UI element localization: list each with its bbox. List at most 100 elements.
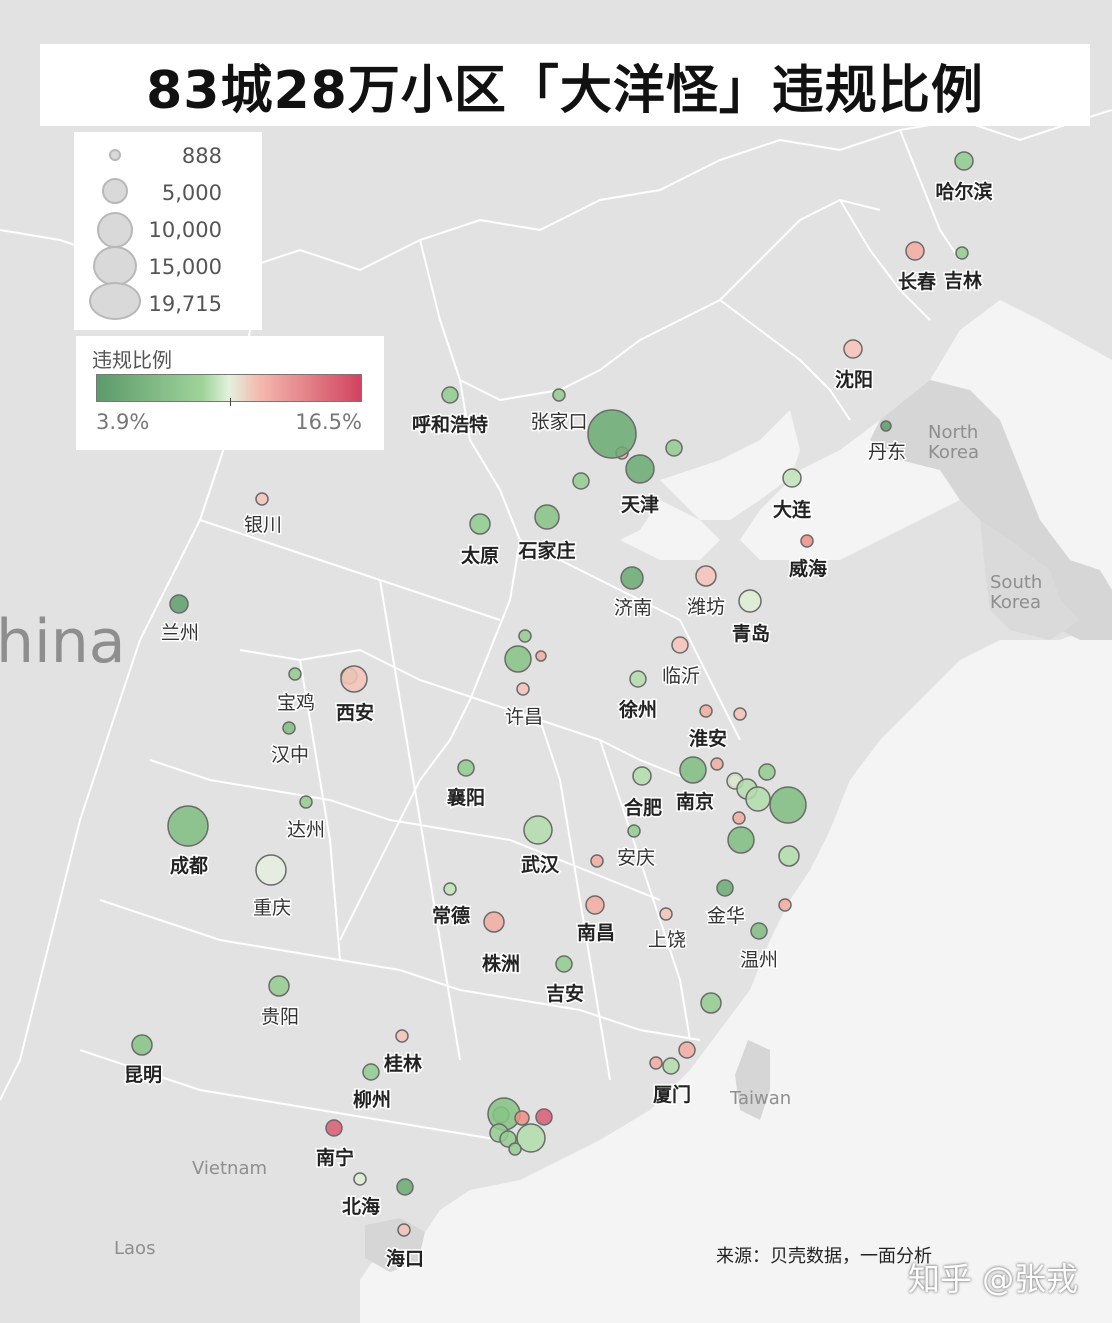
- city-label: 威海: [789, 557, 827, 580]
- title-banner: 83城28万小区「大洋怪」违规比例: [40, 44, 1090, 126]
- city-label: 成都: [170, 854, 208, 877]
- size-legend: 888 5,000 10,000 15,000 19,715: [74, 132, 262, 330]
- city-bubble-unlabeled: [514, 1110, 530, 1126]
- city-label: 南宁: [316, 1146, 354, 1169]
- size-legend-row: 5,000: [74, 173, 262, 210]
- city-bubble-unlabeled: [732, 811, 746, 825]
- city-label: 哈尔滨: [935, 180, 992, 203]
- city-label: 昆明: [124, 1064, 162, 1086]
- size-legend-circle: [102, 178, 128, 204]
- city-bubble-unlabeled: [758, 763, 776, 781]
- size-legend-row: 10,000: [74, 210, 262, 248]
- city-bubble-unlabeled: [769, 786, 807, 824]
- map-label-china: hina: [0, 607, 126, 677]
- city-bubble: [483, 911, 505, 933]
- size-legend-label: 5,000: [161, 181, 222, 205]
- city-bubble: [662, 1057, 680, 1075]
- map-label-north-korea-1: North: [928, 422, 978, 443]
- city-label: 丹东: [868, 441, 906, 463]
- size-legend-row: 15,000: [74, 246, 262, 286]
- city-bubble: [523, 815, 553, 845]
- city-bubble-unlabeled: [504, 645, 532, 673]
- city-bubble: [353, 1172, 367, 1186]
- city-bubble-unlabeled: [727, 826, 755, 854]
- city-label: 淮安: [689, 727, 727, 750]
- city-label: 太原: [461, 544, 499, 567]
- color-legend: 违规比例 3.9% 16.5%: [76, 336, 384, 450]
- city-label: 安庆: [617, 847, 655, 869]
- city-bubble: [620, 566, 644, 590]
- city-bubble-unlabeled: [649, 1056, 663, 1070]
- city-bubble: [905, 241, 925, 261]
- city-label: 长春: [898, 270, 936, 293]
- city-bubble: [880, 420, 892, 432]
- city-label: 贵阳: [261, 1006, 299, 1028]
- color-legend-max: 16.5%: [295, 410, 362, 434]
- map-label-laos: Laos: [114, 1238, 155, 1259]
- size-legend-row: 888: [74, 136, 262, 173]
- city-label: 呼和浩特: [412, 413, 488, 436]
- city-bubble: [800, 534, 814, 548]
- city-label: 温州: [740, 949, 778, 971]
- city-bubble-unlabeled: [516, 1123, 546, 1153]
- city-bubble: [627, 824, 641, 838]
- city-label: 重庆: [253, 897, 291, 919]
- city-bubble-unlabeled: [678, 1041, 696, 1059]
- city-bubble-unlabeled: [518, 629, 532, 643]
- map-label-south-korea-1: South: [990, 572, 1042, 593]
- city-bubble-unlabeled: [572, 472, 590, 490]
- size-legend-label: 888: [181, 144, 222, 168]
- city-bubble-unlabeled: [590, 854, 604, 868]
- map-label-taiwan: Taiwan: [729, 1088, 791, 1109]
- city-bubble: [632, 766, 652, 786]
- city-bubble: [255, 854, 287, 886]
- city-bubble-unlabeled: [733, 707, 747, 721]
- city-bubble: [671, 636, 689, 654]
- city-bubble: [738, 589, 762, 613]
- color-legend-gradient: [96, 374, 362, 402]
- city-label: 沈阳: [835, 368, 873, 391]
- size-legend-circle: [93, 246, 137, 286]
- size-legend-circle: [109, 149, 121, 161]
- color-legend-min: 3.9%: [96, 410, 150, 434]
- city-bubble: [325, 1119, 343, 1137]
- city-label: 天津: [621, 493, 659, 516]
- city-bubble: [843, 339, 863, 359]
- city-bubble-unlabeled: [535, 650, 547, 662]
- city-label: 青岛: [732, 622, 770, 645]
- city-label: 厦门: [653, 1083, 691, 1106]
- city-bubble-unlabeled: [710, 757, 724, 771]
- city-label: 许昌: [505, 706, 543, 728]
- city-label: 达州: [287, 819, 325, 841]
- city-bubble: [552, 388, 566, 402]
- city-label: 徐州: [618, 698, 657, 721]
- color-legend-tick: [230, 398, 231, 406]
- city-label: 吉安: [546, 982, 584, 1005]
- size-legend-label: 10,000: [148, 218, 222, 242]
- map-region-labels: hina North Korea South Korea Taiwan Viet…: [0, 422, 1042, 1259]
- city-bubble: [282, 721, 296, 735]
- city-label: 常德: [432, 904, 470, 927]
- city-label: 张家口: [530, 411, 587, 433]
- city-bubble: [362, 1063, 380, 1081]
- city-bubble: [167, 805, 209, 847]
- city-bubble: [625, 454, 655, 484]
- size-legend-circle: [97, 212, 133, 248]
- watermark: 知乎 @张戎: [908, 1260, 1079, 1298]
- city-label: 西安: [336, 701, 374, 724]
- city-bubble: [534, 504, 560, 530]
- city-label: 石家庄: [517, 539, 575, 562]
- city-bubble: [629, 670, 647, 688]
- city-bubble: [443, 882, 457, 896]
- city-bubble: [716, 879, 734, 897]
- city-bubble: [782, 468, 802, 488]
- city-bubble: [659, 907, 673, 921]
- city-bubble: [469, 513, 491, 535]
- city-bubble-unlabeled: [535, 1108, 553, 1126]
- source-note: 来源：贝壳数据，一面分析: [716, 1246, 932, 1267]
- city-bubble-unlabeled: [700, 992, 722, 1014]
- map-label-vietnam: Vietnam: [192, 1158, 267, 1179]
- city-bubble-unlabeled: [778, 898, 792, 912]
- city-bubble-unlabeled: [745, 786, 771, 812]
